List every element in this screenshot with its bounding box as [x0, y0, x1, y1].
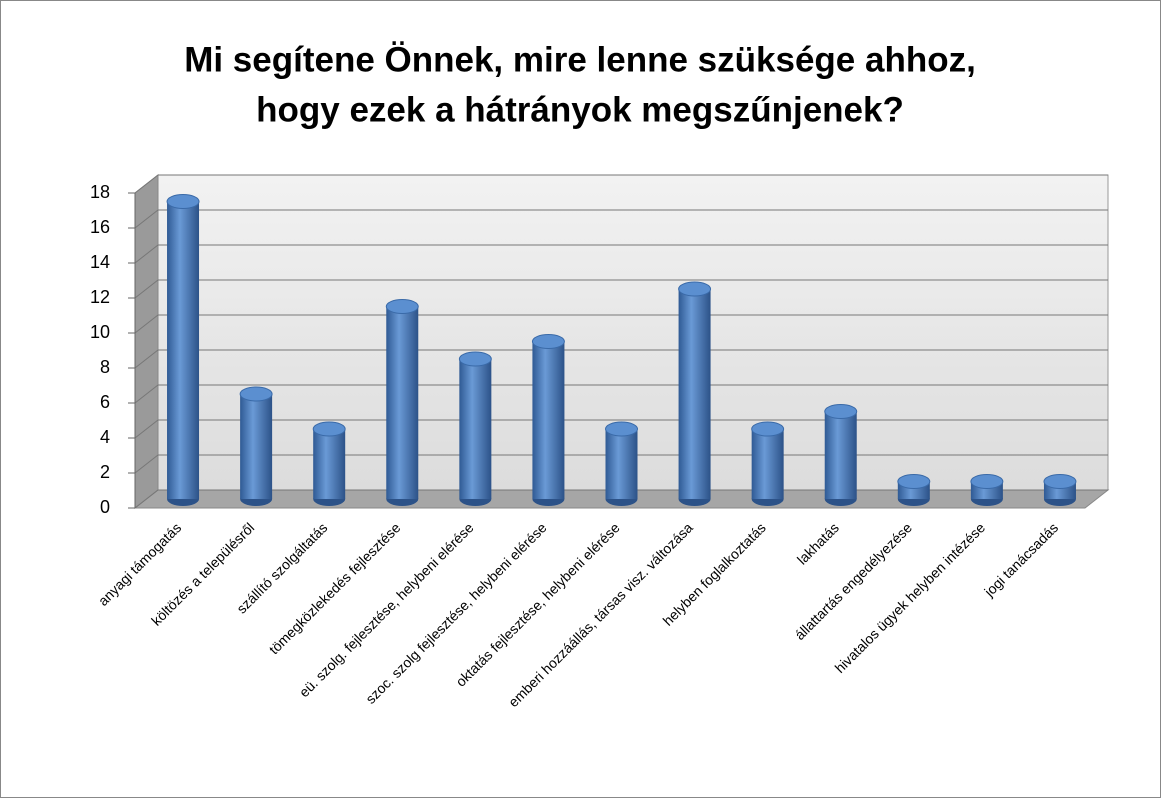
- bar-body: [240, 394, 273, 499]
- grid-line: [134, 489, 159, 509]
- bar-top: [824, 404, 858, 419]
- y-tick-label: 0: [100, 497, 110, 517]
- grid-line: [134, 349, 159, 369]
- grid-line: [134, 314, 159, 334]
- grid-line: [134, 244, 159, 264]
- bar-body: [313, 429, 346, 499]
- bar-body: [751, 429, 784, 499]
- y-tick-label: 6: [100, 392, 110, 412]
- bar-body: [459, 359, 492, 499]
- grid-line: [134, 174, 159, 194]
- grid-line: [134, 279, 159, 299]
- chart-title: hogy ezek a hátrányok megszűnjenek?: [256, 90, 904, 129]
- bar-top: [385, 299, 419, 314]
- grid-line: [134, 419, 159, 439]
- bar-top: [751, 421, 785, 437]
- bar-top: [678, 281, 712, 297]
- grid-line: [134, 384, 159, 404]
- bar: [458, 351, 492, 506]
- bar: [751, 421, 785, 506]
- bar-body: [386, 306, 419, 499]
- bar: [824, 404, 858, 506]
- bar: [312, 421, 346, 506]
- bar: [166, 194, 200, 506]
- bar: [605, 421, 638, 506]
- bar-top: [166, 194, 200, 209]
- grid-line: [134, 209, 159, 229]
- chart-title: Mi segítene Önnek, mire lenne szüksége a…: [184, 40, 976, 79]
- bar-top: [605, 421, 638, 437]
- bar-top: [531, 334, 565, 349]
- bar-top: [970, 474, 1004, 489]
- y-tick-label: 16: [90, 217, 110, 237]
- bar: [239, 386, 273, 506]
- bar: [897, 474, 931, 506]
- bar-body: [605, 429, 638, 499]
- bar-top: [458, 351, 492, 367]
- bar-body: [824, 411, 857, 499]
- bar-top: [239, 386, 273, 402]
- y-tick-label: 14: [90, 252, 110, 272]
- bar: [385, 299, 419, 506]
- bar: [1043, 474, 1077, 506]
- bar: [678, 281, 712, 506]
- grid-line: [134, 454, 159, 474]
- y-tick-label: 10: [90, 322, 110, 342]
- y-tick-label: 4: [100, 427, 110, 447]
- bar: [531, 334, 565, 506]
- bar-top: [312, 421, 346, 437]
- bar: [970, 474, 1004, 506]
- bar-top: [897, 474, 931, 489]
- bar-body: [678, 289, 711, 499]
- bar-top: [1043, 474, 1077, 489]
- bar-body: [532, 341, 565, 499]
- y-tick-label: 12: [90, 287, 110, 307]
- y-tick-label: 2: [100, 462, 110, 482]
- y-tick-label: 8: [100, 357, 110, 377]
- y-tick-label: 18: [90, 182, 110, 202]
- bar-body: [167, 201, 200, 499]
